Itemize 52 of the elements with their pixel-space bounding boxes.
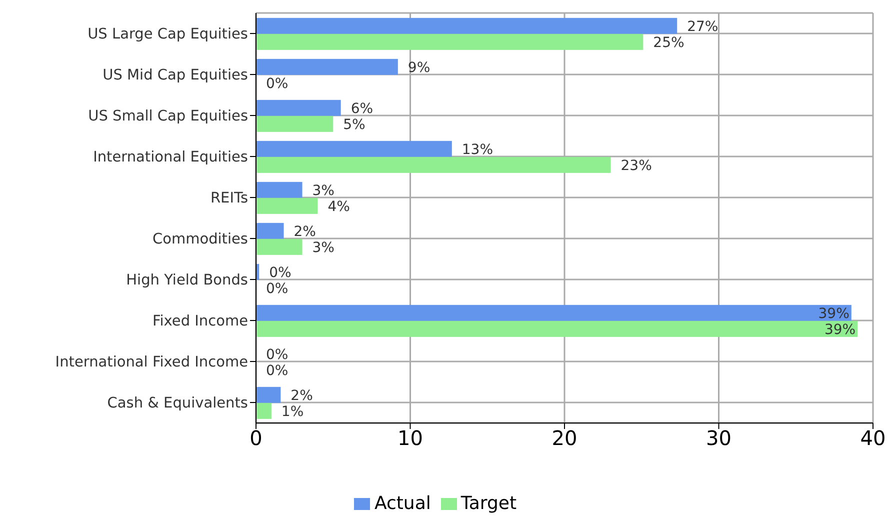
x-tick-label: 30 xyxy=(706,426,732,450)
bar xyxy=(256,402,272,419)
data-label: 3% xyxy=(312,182,334,199)
y-tick-label: Commodities xyxy=(152,232,248,248)
x-tick-label: 40 xyxy=(860,426,886,450)
y-tick-label: US Mid Cap Equities xyxy=(102,68,248,84)
bar xyxy=(256,198,318,214)
data-label: 2% xyxy=(290,388,313,404)
data-label: 25% xyxy=(653,34,684,51)
data-label: 39% xyxy=(818,306,850,322)
x-tick-label: 0 xyxy=(250,426,262,450)
bar xyxy=(256,116,334,132)
bar xyxy=(256,156,611,173)
bar xyxy=(256,34,644,50)
bar xyxy=(256,100,341,116)
y-tick-label: US Small Cap Equities xyxy=(88,108,248,125)
data-label: 0% xyxy=(266,362,288,379)
y-tick-label: Cash & Equivalents xyxy=(107,396,248,412)
x-tick-label: 10 xyxy=(398,426,423,450)
y-tick-label: High Yield Bonds xyxy=(126,272,248,289)
data-label: 23% xyxy=(620,158,652,174)
legend-label: Target xyxy=(460,493,517,514)
data-label: 0% xyxy=(266,76,288,92)
y-tick-label: REITs xyxy=(210,190,248,207)
data-label: 27% xyxy=(687,18,718,35)
bar xyxy=(256,140,452,157)
legend-label: Actual xyxy=(374,493,431,514)
y-tick-label: International Equities xyxy=(93,150,248,166)
data-label: 13% xyxy=(462,142,494,158)
data-label: 5% xyxy=(343,116,366,133)
bar xyxy=(256,238,302,255)
data-label: 6% xyxy=(350,100,374,117)
data-label: 0% xyxy=(266,346,288,363)
bar xyxy=(256,18,678,34)
y-tick-label: Fixed Income xyxy=(152,314,248,330)
x-tick-label: 20 xyxy=(552,426,578,450)
bar xyxy=(256,386,281,403)
data-label: 9% xyxy=(408,60,430,76)
bar xyxy=(256,58,398,75)
bar xyxy=(256,304,852,321)
bar xyxy=(256,320,858,337)
data-label: 2% xyxy=(294,224,316,240)
y-tick-label: International Fixed Income xyxy=(55,354,248,371)
bar xyxy=(256,182,302,198)
data-label: 0% xyxy=(266,280,288,297)
data-label: 1% xyxy=(281,404,304,420)
data-label: 3% xyxy=(312,240,334,256)
y-tick-label: US Large Cap Equities xyxy=(88,26,248,43)
data-label: 4% xyxy=(328,198,350,215)
data-label: 0% xyxy=(269,264,292,281)
bar xyxy=(256,222,284,239)
data-label: 39% xyxy=(824,322,856,338)
